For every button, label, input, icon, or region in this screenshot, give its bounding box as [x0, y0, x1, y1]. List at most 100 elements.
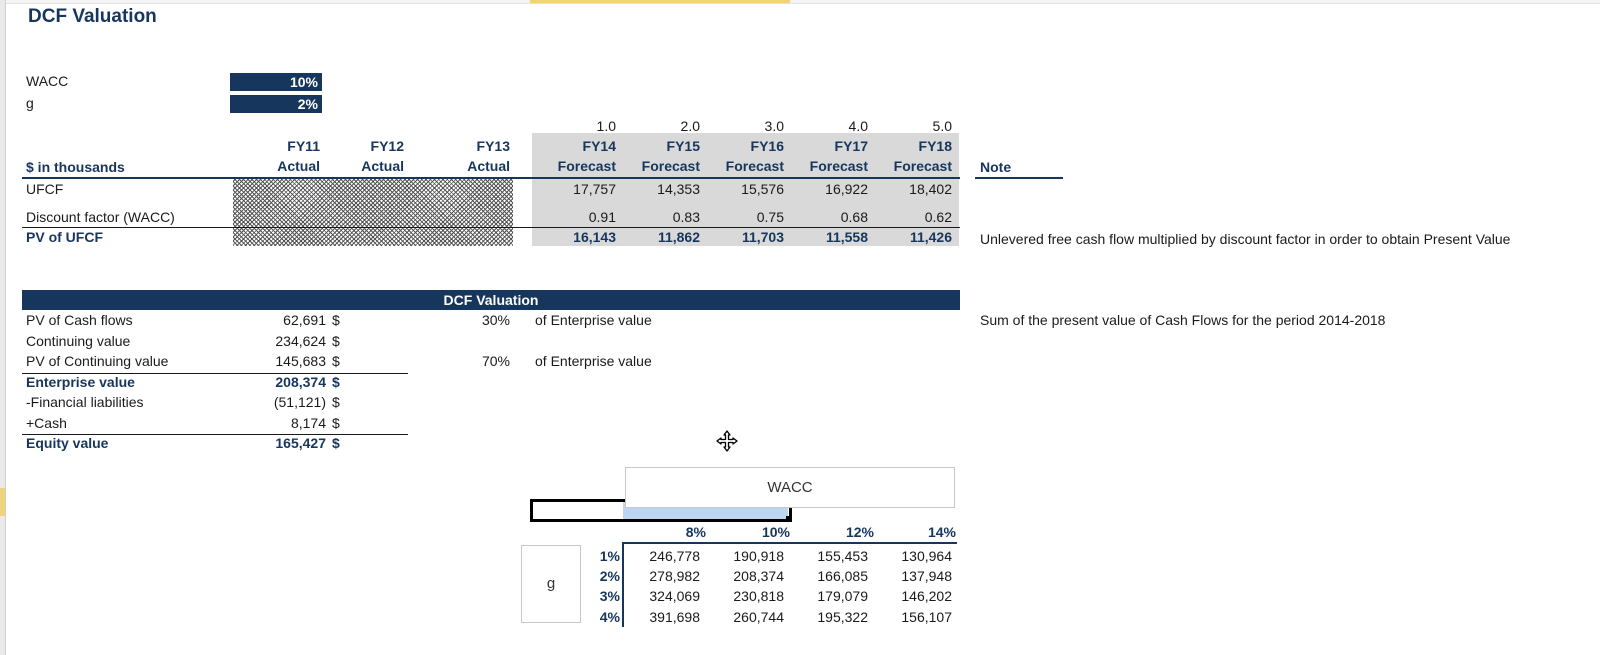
wacc-header: 12% — [845, 524, 874, 540]
sensitivity-cell[interactable]: 195,322 — [817, 609, 868, 625]
period-number: 1.0 — [596, 118, 616, 134]
table-cell[interactable]: 0.83 — [672, 209, 700, 225]
sensitivity-cell[interactable]: 166,085 — [817, 568, 868, 584]
pct-value[interactable]: 70% — [481, 353, 510, 369]
ev-rule — [22, 373, 408, 374]
growth-input-cell[interactable]: 2% — [230, 95, 322, 113]
sensitivity-cell[interactable]: 190,918 — [733, 548, 784, 564]
row-label: UFCF — [26, 181, 64, 197]
equity-rule — [22, 434, 408, 435]
valuation-label: Continuing value — [26, 333, 131, 349]
valuation-band: DCF Valuation — [22, 290, 960, 310]
growth-label: g — [26, 95, 34, 111]
sensitivity-cell[interactable]: 179,079 — [817, 588, 868, 604]
valuation-note: Sum of the present value of Cash Flows f… — [980, 312, 1386, 328]
row-label: Discount factor (WACC) — [26, 209, 175, 225]
unit-label: $ in thousands — [26, 159, 125, 175]
year-header: FY12 — [370, 138, 404, 154]
currency-symbol: $ — [332, 353, 340, 369]
valuation-label: Enterprise value — [26, 374, 135, 390]
subtotal-rule — [22, 227, 960, 228]
actuals-hatched-block — [233, 178, 513, 246]
sensitivity-left-rule — [622, 542, 624, 627]
sensitivity-cell[interactable]: 278,982 — [649, 568, 700, 584]
valuation-value[interactable]: 8,174 — [290, 415, 326, 431]
year-header: FY18 — [918, 138, 952, 154]
currency-symbol: $ — [332, 312, 340, 328]
valuation-label: PV of Continuing value — [26, 353, 169, 369]
table-cell[interactable]: 18,402 — [909, 181, 952, 197]
type-header: Forecast — [725, 158, 784, 174]
period-number: 5.0 — [932, 118, 952, 134]
note-header: Note — [980, 159, 1012, 175]
valuation-value[interactable]: (51,121) — [273, 394, 326, 410]
wacc-input-cell[interactable]: 10% — [230, 73, 322, 91]
wacc-header: 14% — [927, 524, 956, 540]
type-header: Forecast — [557, 158, 616, 174]
currency-symbol: $ — [332, 374, 340, 390]
table-cell[interactable]: 0.68 — [840, 209, 868, 225]
table-cell[interactable]: 0.91 — [588, 209, 616, 225]
table-cell[interactable]: 0.62 — [924, 209, 952, 225]
table-cell[interactable]: 16,922 — [825, 181, 868, 197]
table-cell[interactable]: 16,143 — [573, 229, 616, 245]
type-header: Forecast — [641, 158, 700, 174]
sensitivity-cell[interactable]: 260,744 — [733, 609, 784, 625]
year-header: FY14 — [582, 138, 616, 154]
wacc-axis-title[interactable]: WACC — [625, 467, 955, 508]
type-header: Forecast — [809, 158, 868, 174]
move-cursor-icon — [716, 430, 738, 452]
g-header: 2% — [599, 568, 620, 584]
column-header-strip[interactable] — [0, 0, 1600, 4]
table-cell[interactable]: 0.75 — [756, 209, 784, 225]
currency-symbol: $ — [332, 435, 340, 451]
sensitivity-cell[interactable]: 391,698 — [649, 609, 700, 625]
sensitivity-top-rule — [623, 542, 957, 544]
pct-label: of Enterprise value — [535, 312, 652, 328]
sensitivity-cell[interactable]: 137,948 — [901, 568, 952, 584]
table-cell[interactable]: 15,576 — [741, 181, 784, 197]
valuation-value[interactable]: 145,683 — [275, 353, 326, 369]
valuation-label: -Financial liabilities — [26, 394, 144, 410]
wacc-header: 8% — [685, 524, 706, 540]
valuation-value[interactable]: 62,691 — [283, 312, 326, 328]
sensitivity-cell[interactable]: 146,202 — [901, 588, 952, 604]
currency-symbol: $ — [332, 333, 340, 349]
g-header: 4% — [599, 609, 620, 625]
valuation-value[interactable]: 165,427 — [275, 435, 326, 451]
year-header: FY15 — [666, 138, 700, 154]
sensitivity-cell[interactable]: 324,069 — [649, 588, 700, 604]
type-header: Actual — [361, 158, 404, 174]
selected-column-indicator — [530, 0, 790, 3]
period-number: 3.0 — [764, 118, 784, 134]
g-header: 3% — [599, 588, 620, 604]
fill-handle[interactable] — [786, 516, 792, 522]
table-cell[interactable]: 11,703 — [741, 229, 784, 245]
valuation-value[interactable]: 208,374 — [275, 374, 326, 390]
row-header-strip[interactable] — [0, 0, 6, 655]
g-axis-title[interactable]: g — [521, 545, 581, 623]
sensitivity-cell[interactable]: 246,778 — [649, 548, 700, 564]
sensitivity-cell[interactable]: 156,107 — [901, 609, 952, 625]
type-header: Forecast — [893, 158, 952, 174]
table-cell[interactable]: 14,353 — [657, 181, 700, 197]
wacc-header: 10% — [761, 524, 790, 540]
valuation-value[interactable]: 234,624 — [275, 333, 326, 349]
year-header: FY13 — [476, 138, 510, 154]
sheet-title: DCF Valuation — [28, 6, 157, 27]
table-cell[interactable]: 17,757 — [573, 181, 616, 197]
pct-value[interactable]: 30% — [481, 312, 510, 328]
table-header-rule — [22, 177, 960, 179]
sensitivity-cell[interactable]: 130,964 — [901, 548, 952, 564]
sensitivity-cell[interactable]: 230,818 — [733, 588, 784, 604]
table-cell[interactable]: 11,426 — [909, 229, 952, 245]
sensitivity-cell[interactable]: 155,453 — [817, 548, 868, 564]
table-cell[interactable]: 11,558 — [825, 229, 868, 245]
pct-label: of Enterprise value — [535, 353, 652, 369]
year-header: FY16 — [750, 138, 784, 154]
selected-row-indicator — [0, 488, 5, 516]
note-header-rule — [975, 177, 1063, 179]
table-cell[interactable]: 11,862 — [657, 229, 700, 245]
sensitivity-cell[interactable]: 208,374 — [733, 568, 784, 584]
row-label: PV of UFCF — [26, 229, 103, 245]
